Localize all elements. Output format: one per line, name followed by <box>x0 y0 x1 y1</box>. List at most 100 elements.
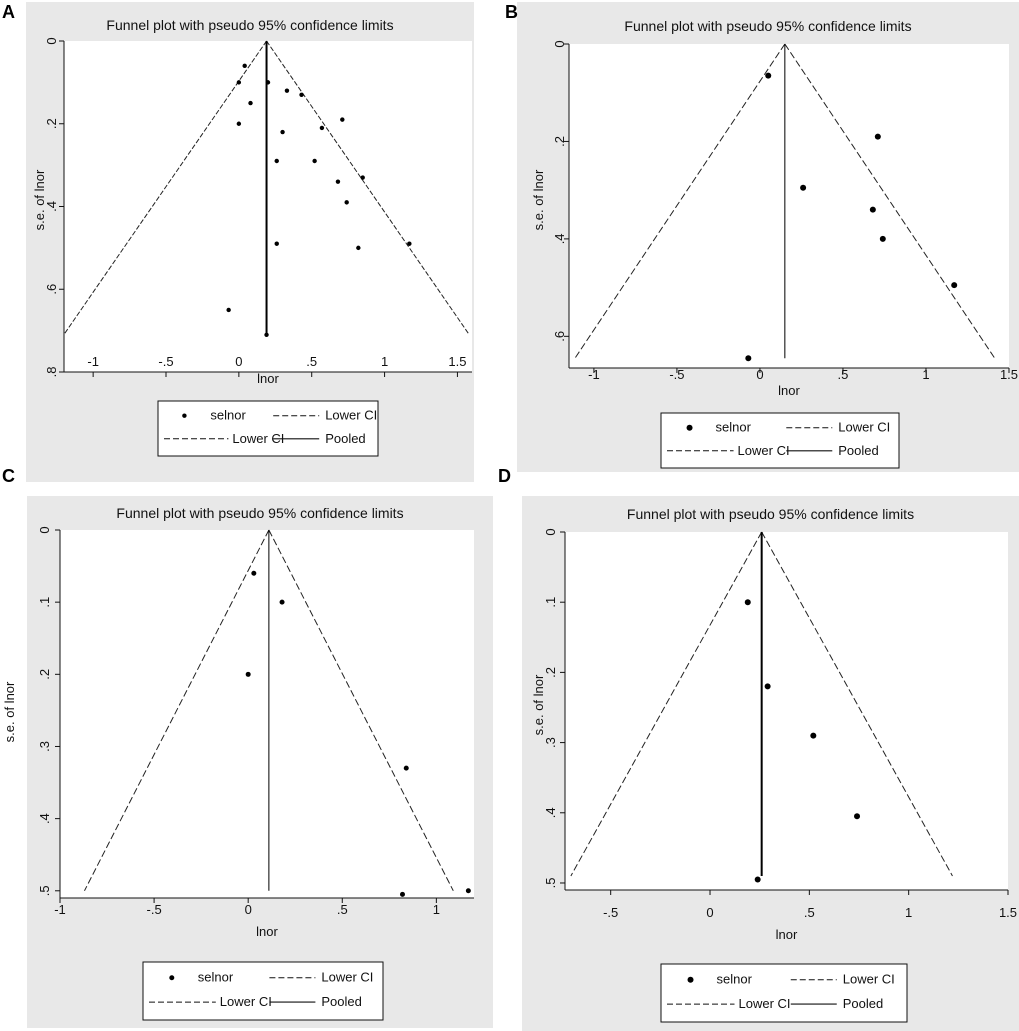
data-point <box>403 765 409 771</box>
legend-label-pooled: Pooled <box>838 443 878 458</box>
panel-letter: A <box>2 2 15 22</box>
legend-label-lower-ci: Lower CI <box>321 970 373 985</box>
data-point <box>274 241 279 246</box>
panel-b: B Funnel plot with pseudo 95% confidence … <box>505 2 1019 472</box>
legend: selnor Lower CI Lower CI Pooled <box>660 963 908 1023</box>
panel-a: A Funnel plot with pseudo 95% confidence … <box>2 2 474 482</box>
x-tick-label: 1 <box>381 354 388 369</box>
data-point <box>874 133 881 140</box>
y-tick-label: .4 <box>552 233 567 244</box>
lower-ci-line <box>570 531 763 877</box>
legend-label-selnor: selnor <box>198 970 234 985</box>
x-tick-label: -.5 <box>603 905 618 920</box>
y-axis-label: s.e. of lnor <box>531 169 546 230</box>
data-point <box>312 158 317 164</box>
x-tick-label: -.5 <box>147 902 162 917</box>
data-point <box>242 63 247 69</box>
x-tick-label: -1 <box>87 354 99 369</box>
x-tick-label: 0 <box>756 367 763 382</box>
data-point <box>236 121 242 126</box>
x-tick-label: 0 <box>235 354 242 369</box>
y-tick-label: 0 <box>552 40 567 47</box>
data-point <box>335 179 341 184</box>
data-point <box>236 80 242 85</box>
legend-box <box>142 961 384 1021</box>
data-point <box>344 200 349 205</box>
x-tick-label: -.5 <box>158 354 173 369</box>
x-tick-label: -.5 <box>669 367 684 382</box>
data-point <box>264 332 269 337</box>
data-point <box>340 117 345 122</box>
legend: selnor Lower CI Lower CI Pooled <box>157 400 379 457</box>
legend-marker-selnor <box>687 976 694 983</box>
upper-ci-line <box>761 531 953 877</box>
data-point <box>245 671 251 677</box>
x-tick-label: 1 <box>433 902 440 917</box>
legend-label-pooled: Pooled <box>325 431 365 446</box>
data-point <box>800 184 807 191</box>
y-tick-label: .3 <box>37 741 52 752</box>
y-tick-label: .6 <box>552 331 567 342</box>
panel-d: D Funnel plot with pseudo 95% confidence … <box>498 466 1019 1031</box>
data-point <box>299 92 304 97</box>
data-point <box>951 282 958 289</box>
data-point <box>754 876 761 883</box>
legend-label-lower-ci: Lower CI <box>843 972 895 987</box>
y-axis-label: s.e. of lnor <box>32 169 47 230</box>
y-tick-label: .1 <box>37 597 52 608</box>
panel-letter: D <box>498 466 511 486</box>
x-tick-label: .5 <box>838 367 849 382</box>
data-point <box>226 307 231 313</box>
legend-label-lower-ci: Lower CI <box>838 420 890 435</box>
y-tick-label: 0 <box>543 528 558 535</box>
y-tick-label: .8 <box>44 367 59 378</box>
chart-title: Funnel plot with pseudo 95% confidence l… <box>106 17 393 33</box>
data-point <box>465 888 471 894</box>
x-tick-label: 0 <box>245 902 252 917</box>
y-tick-label: 0 <box>37 526 52 533</box>
legend-label-lower-ci-2: Lower CI <box>220 994 272 1009</box>
legend-box <box>660 412 900 469</box>
data-point <box>279 599 285 605</box>
x-tick-label: 1 <box>905 905 912 920</box>
x-tick-label: .5 <box>337 902 348 917</box>
plot-area <box>60 530 474 898</box>
legend-label-selnor: selnor <box>716 420 752 435</box>
chart-title: Funnel plot with pseudo 95% confidence l… <box>627 506 914 522</box>
data-point <box>744 599 751 606</box>
y-tick-label: .1 <box>543 597 558 608</box>
data-point <box>274 158 279 164</box>
panel-letter: C <box>2 466 15 486</box>
data-point <box>248 100 253 106</box>
legend-label-pooled: Pooled <box>321 994 361 1009</box>
data-point <box>745 355 752 362</box>
y-tick-label: .6 <box>44 284 59 295</box>
legend-box <box>157 400 379 457</box>
y-tick-label: .5 <box>37 885 52 896</box>
data-point <box>251 570 257 576</box>
y-tick-label: 0 <box>44 37 59 44</box>
chart-title: Funnel plot with pseudo 95% confidence l… <box>116 505 403 521</box>
legend-box <box>660 963 908 1023</box>
legend-marker-selnor <box>169 975 175 981</box>
data-point <box>280 129 285 135</box>
lower-ci-line <box>84 529 270 892</box>
legend-marker-selnor <box>686 424 693 431</box>
chart-title: Funnel plot with pseudo 95% confidence l… <box>624 18 911 34</box>
x-axis-label: lnor <box>776 927 798 942</box>
lower-ci-line <box>63 40 267 336</box>
data-point <box>879 235 886 242</box>
y-axis-label: s.e. of lnor <box>2 681 17 742</box>
data-point <box>360 175 365 180</box>
legend-label-selnor: selnor <box>210 408 246 423</box>
data-point <box>407 241 412 246</box>
y-tick-label: .4 <box>44 201 59 212</box>
y-tick-label: .5 <box>543 878 558 889</box>
legend: selnor Lower CI Lower CI Pooled <box>142 961 384 1021</box>
legend-label-pooled: Pooled <box>843 996 883 1011</box>
data-point <box>810 732 817 739</box>
x-tick-label: 0 <box>706 905 713 920</box>
data-point <box>356 245 361 251</box>
legend-marker-selnor <box>182 413 187 418</box>
data-point <box>399 891 405 897</box>
